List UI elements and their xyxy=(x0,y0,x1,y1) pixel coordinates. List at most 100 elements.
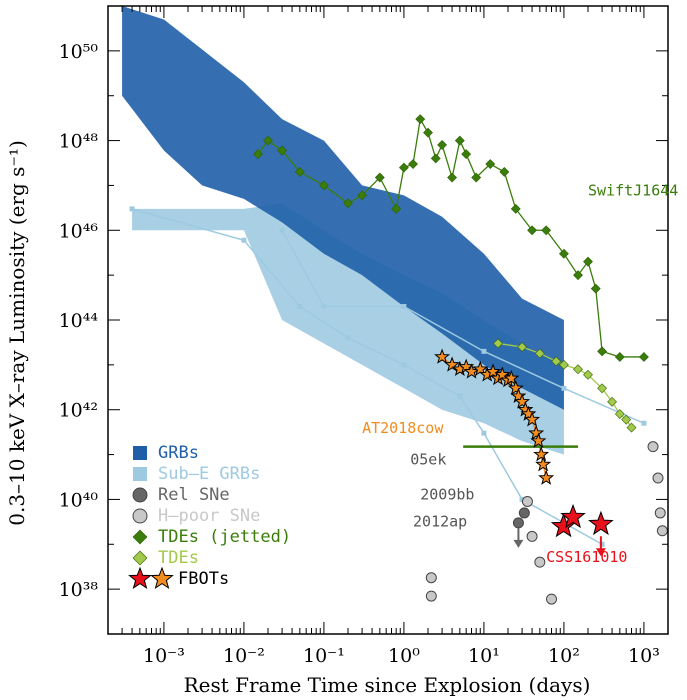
data-point xyxy=(535,456,552,472)
y-tick-label: 10⁵⁰ xyxy=(59,41,99,63)
subE-grb-point xyxy=(345,335,351,341)
subE-grb-point xyxy=(401,362,407,368)
y-tick-label: 10⁴² xyxy=(59,400,98,422)
data-point xyxy=(343,198,353,209)
data-point xyxy=(493,338,503,349)
subE-grb-track xyxy=(131,208,603,545)
data-point xyxy=(294,167,305,177)
series-swiftj1644 xyxy=(253,114,649,362)
subE-grb-point xyxy=(401,303,407,309)
data-point xyxy=(391,203,402,214)
subE-grb-point xyxy=(241,237,247,243)
subE-grb-point xyxy=(279,227,285,233)
legend-marker xyxy=(150,566,174,590)
data-point xyxy=(485,159,496,169)
subE-grb-point xyxy=(297,303,303,309)
data-point xyxy=(538,469,555,485)
legend-label: FBOTs xyxy=(178,569,229,589)
annotation-swiftj1644: SwiftJ1644 xyxy=(588,181,678,199)
legend-marker xyxy=(132,529,148,545)
data-point xyxy=(514,393,531,409)
data-point xyxy=(318,180,329,191)
data-point xyxy=(597,383,608,394)
legend-label: H–poor SNe xyxy=(158,506,260,526)
data-point xyxy=(434,348,451,364)
data-point xyxy=(415,114,426,125)
data-point xyxy=(447,172,458,183)
data-point xyxy=(588,510,614,536)
data-point xyxy=(533,446,550,462)
data-point xyxy=(656,525,668,537)
subE-grb-track xyxy=(281,229,645,424)
legend-item-fbots: FBOTs xyxy=(128,566,229,590)
grb-envelopes xyxy=(122,6,564,455)
subE-grb-point xyxy=(481,430,487,436)
y-tick-label: 10³⁸ xyxy=(59,579,99,601)
series-h-poor-sne xyxy=(425,441,668,605)
data-point xyxy=(408,159,418,169)
data-point xyxy=(527,225,538,236)
data-point xyxy=(437,139,448,150)
data-point xyxy=(597,346,608,357)
legend-marker xyxy=(132,487,148,503)
data-point xyxy=(583,369,593,380)
series-at2018cow xyxy=(434,348,579,485)
y-axis-label: 0.3–10 keV X–ray Luminosity (erg s⁻¹) xyxy=(5,140,29,526)
data-point xyxy=(638,352,649,362)
data-point xyxy=(626,422,637,433)
legend-item-tdes-jetted: TDEs (jetted) xyxy=(132,527,291,547)
data-point xyxy=(654,507,666,519)
data-point xyxy=(534,348,545,359)
data-point xyxy=(558,359,569,370)
data-series xyxy=(253,114,668,605)
data-point xyxy=(560,503,586,529)
upper-limit-arrow xyxy=(595,536,606,557)
annotations: SwiftJ1644 AT2018cow 05ek 2009bb 2012ap CSS16… xyxy=(362,181,678,566)
data-point xyxy=(503,369,520,386)
legend-item-grbs: GRBs xyxy=(133,443,199,463)
legend-marker xyxy=(133,446,147,460)
subE-grb-point xyxy=(481,348,487,354)
subE-grb-point xyxy=(561,385,567,391)
data-point xyxy=(614,409,625,419)
y-tick-label: 10⁴⁶ xyxy=(59,220,99,242)
data-point xyxy=(499,167,510,177)
data-point xyxy=(485,363,502,379)
x-tick-label: 10¹ xyxy=(468,645,500,667)
legend-label: Sub–E GRBs xyxy=(158,464,260,484)
y-tick-label: 10⁴⁴ xyxy=(59,310,99,332)
data-point xyxy=(521,495,533,507)
data-point xyxy=(551,356,562,367)
data-point xyxy=(528,424,545,440)
legend-marker xyxy=(132,550,148,566)
legend-item-tdes: TDEs xyxy=(132,548,199,568)
data-point xyxy=(510,203,521,214)
legend-marker xyxy=(132,508,148,524)
x-axis-label: Rest Frame Time since Explosion (days) xyxy=(184,673,591,697)
legend-label: TDEs xyxy=(158,548,199,568)
legend-item-h-poor-sne: H–poor SNe xyxy=(132,506,260,526)
annotation-2012ap: 2012ap xyxy=(413,512,467,530)
legend-marker xyxy=(128,566,152,590)
data-point xyxy=(430,153,441,164)
x-tick-label: 10² xyxy=(548,645,580,667)
subE-grb-point xyxy=(599,541,605,547)
x-tick-label: 10⁻³ xyxy=(143,645,185,667)
data-point xyxy=(541,225,552,236)
data-point xyxy=(652,472,664,484)
legend-item-rel-sne: Rel SNe xyxy=(132,485,230,505)
legend-label: Rel SNe xyxy=(158,485,230,505)
data-point xyxy=(277,145,288,156)
subE-grb-point xyxy=(641,420,647,426)
upper-limit-arrow xyxy=(513,527,524,548)
subE-grb-point xyxy=(321,303,327,309)
data-point xyxy=(374,172,385,183)
annotation-2009bb: 2009bb xyxy=(420,485,474,503)
data-point xyxy=(357,190,368,201)
data-point xyxy=(524,411,541,427)
annotation-05ek: 05ek xyxy=(410,451,446,469)
annotation-at2018cow: AT2018cow xyxy=(362,419,444,437)
data-point xyxy=(425,572,437,584)
x-tick-label: 10⁰ xyxy=(388,645,420,667)
